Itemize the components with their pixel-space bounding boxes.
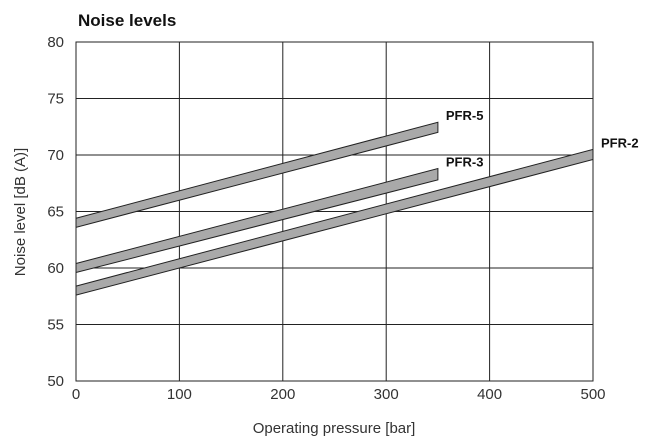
band-pfr-2 (75, 148, 594, 296)
y-tick-label-4: 70 (47, 147, 64, 164)
y-tick-label-1: 55 (47, 317, 64, 334)
series-label-pfr-3: PFR-3 (446, 155, 484, 170)
band-pfr-3 (75, 167, 439, 274)
y-tick-label-5: 75 (47, 91, 64, 108)
chart-title: Noise levels (78, 11, 176, 30)
plot-frame (75, 41, 594, 382)
x-tick-label-2: 200 (270, 386, 295, 403)
x-tick-label-3: 300 (374, 386, 399, 403)
x-axis-label: Operating pressure [bar] (253, 420, 416, 436)
x-tick-label-5: 500 (580, 386, 605, 403)
x-tick-label-0: 0 (72, 386, 80, 403)
grid-lines (75, 41, 594, 382)
x-tick-label-1: 100 (167, 386, 192, 403)
x-tick-label-4: 400 (477, 386, 502, 403)
series-label-pfr-2: PFR-2 (601, 135, 639, 150)
y-tick-label-6: 80 (47, 34, 64, 51)
y-tick-label-0: 50 (47, 373, 64, 390)
y-tick-label-2: 60 (47, 260, 64, 277)
series-label-pfr-5: PFR-5 (446, 108, 484, 123)
y-axis-label: Noise level [dB (A)] (12, 148, 29, 276)
y-tick-labels: 50 55 60 65 70 75 80 (47, 34, 64, 390)
x-tick-labels: 0 100 200 300 400 500 (72, 386, 606, 403)
series-labels: PFR-5 PFR-3 PFR-2 (446, 108, 639, 169)
y-tick-label-3: 65 (47, 204, 64, 221)
series-bands (75, 121, 594, 296)
